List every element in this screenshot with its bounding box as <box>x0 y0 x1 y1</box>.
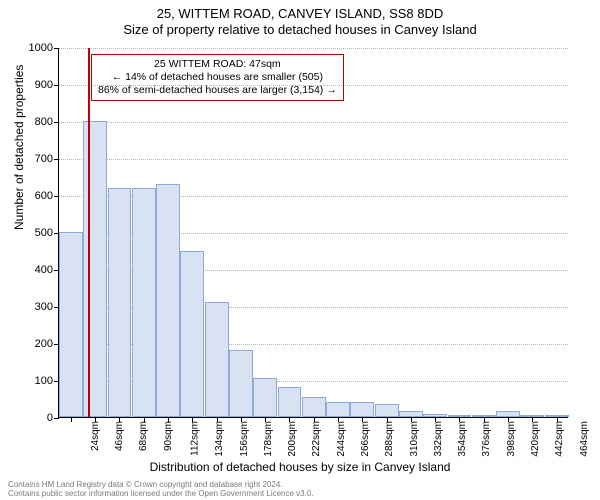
xtick-label: 354sqm <box>457 421 468 457</box>
ytick-label: 900 <box>35 79 53 91</box>
ytick-mark <box>54 48 59 49</box>
ytick-label: 600 <box>35 190 53 202</box>
plot-region: 0100200300400500600700800900100024sqm46s… <box>58 48 568 418</box>
xtick-mark <box>557 417 558 422</box>
xtick-label: 266sqm <box>360 421 371 457</box>
gridline <box>59 159 568 160</box>
ytick-label: 100 <box>35 375 53 387</box>
xtick-mark <box>95 417 96 422</box>
xtick-label: 134sqm <box>214 421 225 457</box>
xtick-label: 200sqm <box>287 421 298 457</box>
xtick-label: 376sqm <box>481 421 492 457</box>
xtick-mark <box>71 417 72 422</box>
ytick-mark <box>54 159 59 160</box>
ytick-label: 300 <box>35 301 53 313</box>
xtick-mark <box>265 417 266 422</box>
ytick-mark <box>54 85 59 86</box>
callout-line-1: 25 WITTEM ROAD: 47sqm <box>98 58 337 71</box>
footer-attribution: Contains HM Land Registry data © Crown c… <box>8 480 314 498</box>
chart-area: 0100200300400500600700800900100024sqm46s… <box>58 48 568 418</box>
histogram-bar <box>83 121 107 417</box>
xtick-label: 310sqm <box>408 421 419 457</box>
histogram-bar <box>132 188 156 417</box>
xtick-mark <box>168 417 169 422</box>
xtick-mark <box>387 417 388 422</box>
gridline <box>59 48 568 49</box>
xtick-label: 68sqm <box>138 421 149 451</box>
xtick-mark <box>144 417 145 422</box>
xtick-label: 244sqm <box>336 421 347 457</box>
chart-title-sub: Size of property relative to detached ho… <box>0 22 600 38</box>
xtick-mark <box>411 417 412 422</box>
x-axis-title: Distribution of detached houses by size … <box>0 460 600 474</box>
ytick-label: 0 <box>47 412 53 424</box>
histogram-bar <box>156 184 180 417</box>
marker-callout: 25 WITTEM ROAD: 47sqm ← 14% of detached … <box>91 54 344 101</box>
y-axis-title: Number of detached properties <box>12 65 26 230</box>
histogram-bar <box>205 302 229 417</box>
xtick-mark <box>435 417 436 422</box>
xtick-mark <box>217 417 218 422</box>
xtick-label: 288sqm <box>384 421 395 457</box>
xtick-mark <box>484 417 485 422</box>
callout-line-3: 86% of semi-detached houses are larger (… <box>98 84 337 97</box>
xtick-mark <box>362 417 363 422</box>
xtick-mark <box>192 417 193 422</box>
xtick-label: 398sqm <box>506 421 517 457</box>
callout-line-2: ← 14% of detached houses are smaller (50… <box>98 71 337 84</box>
xtick-label: 420sqm <box>530 421 541 457</box>
footer-line-2: Contains public sector information licen… <box>8 489 314 498</box>
histogram-bar <box>278 387 302 417</box>
xtick-mark <box>289 417 290 422</box>
xtick-mark <box>459 417 460 422</box>
histogram-bar <box>375 404 399 417</box>
xtick-mark <box>314 417 315 422</box>
ytick-mark <box>54 122 59 123</box>
xtick-label: 46sqm <box>114 421 125 451</box>
ytick-label: 400 <box>35 264 53 276</box>
histogram-bar <box>350 402 374 417</box>
histogram-bar <box>59 232 83 417</box>
xtick-mark <box>119 417 120 422</box>
xtick-label: 332sqm <box>433 421 444 457</box>
xtick-label: 90sqm <box>163 421 174 451</box>
xtick-mark <box>241 417 242 422</box>
xtick-mark <box>338 417 339 422</box>
ytick-label: 200 <box>35 338 53 350</box>
ytick-label: 700 <box>35 153 53 165</box>
marker-line <box>88 48 90 417</box>
xtick-label: 464sqm <box>578 421 589 457</box>
ytick-label: 500 <box>35 227 53 239</box>
histogram-bar <box>302 397 326 417</box>
xtick-label: 24sqm <box>90 421 101 451</box>
xtick-mark <box>532 417 533 422</box>
xtick-label: 442sqm <box>554 421 565 457</box>
histogram-bar <box>180 251 204 418</box>
xtick-mark <box>508 417 509 422</box>
xtick-label: 112sqm <box>189 421 200 456</box>
ytick-label: 800 <box>35 116 53 128</box>
chart-title-block: 25, WITTEM ROAD, CANVEY ISLAND, SS8 8DD … <box>0 0 600 39</box>
gridline <box>59 122 568 123</box>
histogram-bar <box>229 350 253 417</box>
histogram-bar <box>326 402 350 417</box>
footer-line-1: Contains HM Land Registry data © Crown c… <box>8 480 314 489</box>
histogram-bar <box>108 188 132 417</box>
xtick-label: 178sqm <box>263 421 274 457</box>
xtick-label: 222sqm <box>311 421 322 457</box>
xtick-label: 156sqm <box>238 421 249 457</box>
chart-title-main: 25, WITTEM ROAD, CANVEY ISLAND, SS8 8DD <box>0 6 600 22</box>
histogram-bar <box>253 378 277 417</box>
ytick-label: 1000 <box>29 42 53 54</box>
ytick-mark <box>54 418 59 419</box>
ytick-mark <box>54 196 59 197</box>
